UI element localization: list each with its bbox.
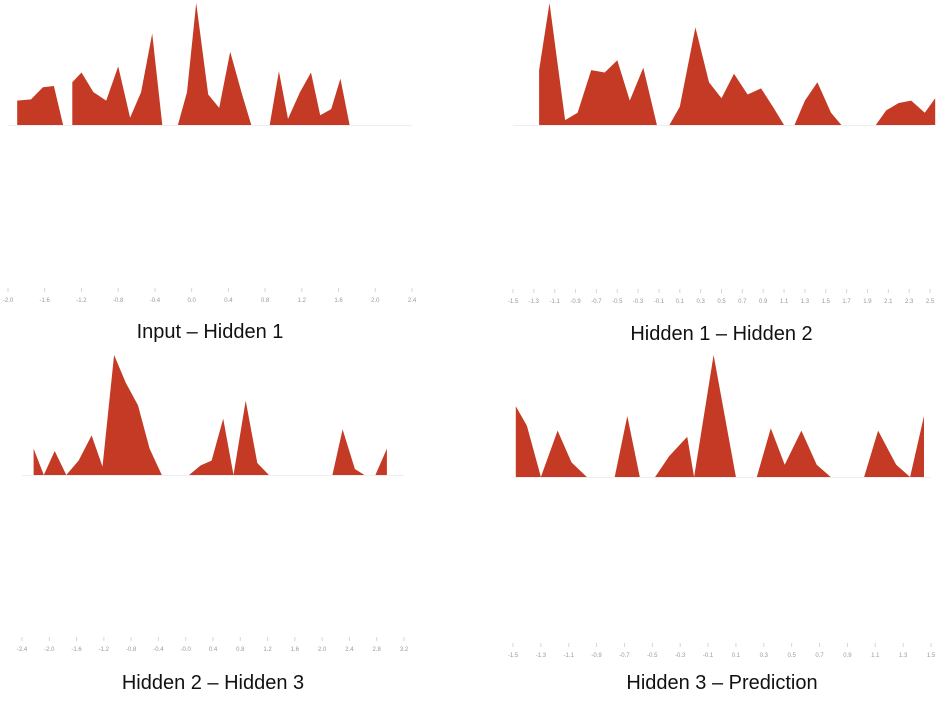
tick-label: -1.1 (564, 653, 575, 659)
tick-label: -0.3 (633, 299, 644, 305)
tick-label: -2.0 (44, 647, 55, 653)
tick-label: -0.7 (619, 653, 630, 659)
tick-label: 1.9 (863, 299, 872, 305)
tick-label: 0.4 (209, 647, 218, 653)
area-segment-3 (865, 98, 936, 125)
tick-label: 1.5 (927, 653, 936, 659)
tick-label: -0.3 (675, 653, 686, 659)
tick-label: 2.1 (884, 299, 893, 305)
tick-label: -0.4 (150, 298, 161, 304)
area-segment-2 (177, 3, 252, 125)
tick-label: 1.6 (334, 298, 343, 304)
tick-label: -0.5 (647, 653, 658, 659)
tick-label: -0.5 (612, 299, 623, 305)
area-segment-1 (669, 27, 784, 125)
tick-label: -0.1 (654, 299, 665, 305)
chart-title: Hidden 1 – Hidden 2 (630, 323, 812, 345)
tick-label: 0.8 (236, 647, 245, 653)
area-segment-0 (539, 3, 657, 125)
tick-label: 1.3 (899, 653, 908, 659)
area-segment-2 (655, 355, 736, 477)
tick-label: 0.4 (224, 298, 233, 304)
chart-title: Hidden 3 – Prediction (626, 672, 817, 694)
tick-label: 1.3 (801, 299, 810, 305)
area-segment-1 (72, 33, 163, 125)
tick-label: 0.8 (261, 298, 270, 304)
tick-label: -1.2 (99, 647, 110, 653)
area-segment-1 (614, 416, 640, 477)
tick-label: 0.0 (187, 298, 196, 304)
tick-label: -0.0 (181, 647, 192, 653)
tick-label: -0.9 (591, 653, 602, 659)
tick-label: -0.9 (570, 299, 581, 305)
chart-title: Hidden 2 – Hidden 3 (122, 672, 304, 694)
area-segment-2 (322, 429, 387, 475)
tick-label: -2.0 (3, 298, 14, 304)
tick-label: -0.4 (153, 647, 164, 653)
area-segment-3 (269, 71, 350, 125)
area-segment-0 (17, 86, 64, 125)
tick-label: 1.6 (291, 647, 300, 653)
tick-label: 0.3 (760, 653, 769, 659)
tick-label: 1.2 (298, 298, 307, 304)
tick-label: -1.5 (508, 299, 519, 305)
tick-label: 2.4 (345, 647, 354, 653)
chart-title: Input – Hidden 1 (137, 321, 284, 343)
tick-label: 0.7 (815, 653, 824, 659)
tick-label: 1.2 (263, 647, 272, 653)
tick-label: 1.7 (842, 299, 851, 305)
chart-panel-hidden-1-hidden-2: -1.5 -1.3 -1.1 -0.9 -0.7 -0.5 -0.3 -0.1 0.1 0.3 0.… (508, 3, 936, 345)
tick-label: -1.3 (536, 653, 547, 659)
tick-label: 1.5 (822, 299, 831, 305)
tick-label: 2.8 (373, 647, 382, 653)
tick-label: -2.4 (17, 647, 28, 653)
area-segment-0 (33, 355, 162, 475)
tick-label: 2.5 (926, 299, 935, 305)
tick-label: 0.9 (759, 299, 768, 305)
tick-label: 0.7 (738, 299, 747, 305)
area-segment-3 (756, 428, 831, 477)
tick-label: 2.4 (408, 298, 417, 304)
tick-label: 0.5 (717, 299, 726, 305)
tick-label: 0.3 (696, 299, 705, 305)
tick-label: -1.6 (71, 647, 82, 653)
chart-panel-hidden-3-prediction: -1.5 -1.3 -1.1 -0.9 -0.7 -0.5 -0.3 -0.1 0.1 0.3 0.… (508, 355, 936, 694)
tick-label: 0.9 (843, 653, 852, 659)
area-segment-2 (794, 82, 842, 125)
tick-label: -0.8 (126, 647, 137, 653)
tick-label: 0.5 (787, 653, 796, 659)
tick-label: 1.1 (780, 299, 789, 305)
tick-label: -0.8 (113, 298, 124, 304)
tick-label: 2.0 (371, 298, 380, 304)
area-segment-4 (864, 416, 924, 477)
tick-label: -1.5 (508, 653, 519, 659)
tick-label: -1.6 (40, 298, 51, 304)
tick-label: -0.1 (703, 653, 714, 659)
chart-panel-input-hidden-1: -2.0 -1.6 -1.2 -0.8 -0.4 0.0 0.4 0.8 1.2 1.6 2.0 2.… (3, 3, 417, 343)
chart-panel-hidden-2-hidden-3: -2.4 -2.0 -1.6 -1.2 -0.8 -0.4 -0.0 0.4 0.8 1.2 1.6… (17, 355, 409, 694)
tick-label: 0.1 (676, 299, 685, 305)
tick-label: 3.2 (400, 647, 409, 653)
tick-label: -1.3 (529, 299, 540, 305)
tick-label: 2.0 (318, 647, 327, 653)
tick-label: -1.2 (76, 298, 87, 304)
tick-label: 1.1 (871, 653, 880, 659)
area-segment-0 (515, 406, 587, 477)
tick-label: -1.1 (550, 299, 561, 305)
area-segment-1 (189, 400, 269, 475)
tick-label: 0.1 (732, 653, 741, 659)
tick-label: 2.3 (905, 299, 914, 305)
tick-label: -0.7 (591, 299, 602, 305)
